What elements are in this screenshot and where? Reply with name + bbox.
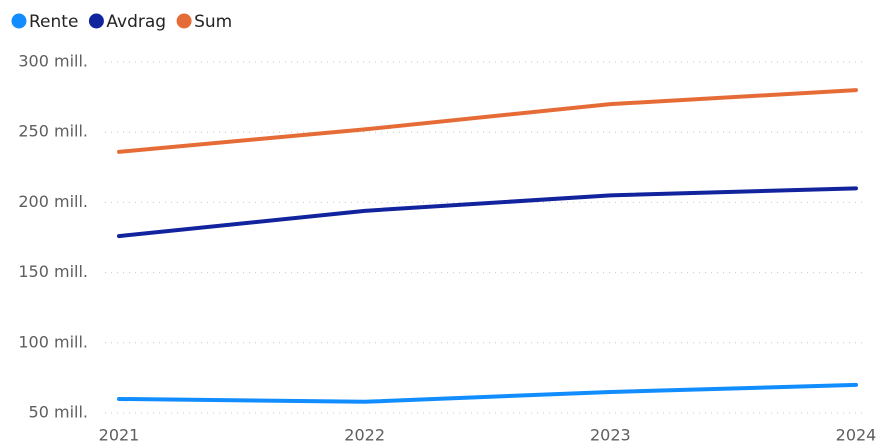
y-tick-label: 100 mill. — [18, 332, 88, 351]
y-tick-label: 50 mill. — [29, 403, 88, 422]
legend-marker — [11, 13, 27, 29]
series-line — [117, 88, 858, 154]
legend-label: Avdrag — [106, 12, 166, 32]
y-tick-label: 300 mill. — [18, 52, 88, 71]
legend-label: Rente — [29, 12, 78, 32]
series-line — [117, 186, 858, 239]
y-tick-label: 250 mill. — [18, 122, 88, 141]
legend-marker — [176, 13, 192, 29]
legend: Rente Avdrag Sum — [11, 12, 232, 32]
x-tick-label: 2024 — [836, 426, 877, 443]
legend-marker — [88, 13, 104, 29]
series-line — [117, 382, 858, 404]
y-tick-label: 150 mill. — [18, 262, 88, 281]
x-tick-label: 2021 — [99, 426, 140, 443]
y-tick-label: 200 mill. — [18, 192, 88, 211]
legend-label: Sum — [194, 12, 232, 32]
x-tick-label: 2023 — [590, 426, 631, 443]
x-tick-label: 2022 — [344, 426, 385, 443]
